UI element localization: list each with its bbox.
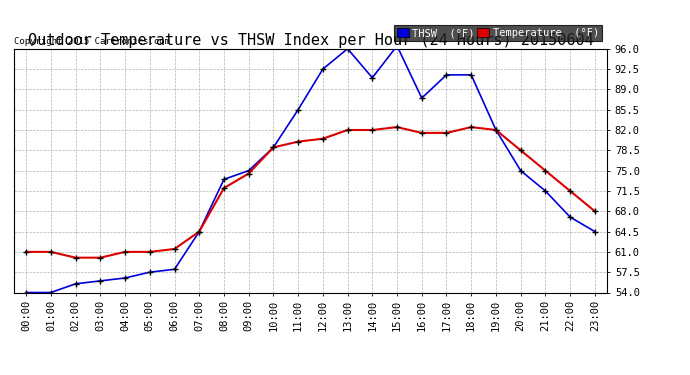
Title: Outdoor Temperature vs THSW Index per Hour (24 Hours) 20150604: Outdoor Temperature vs THSW Index per Ho… xyxy=(28,33,593,48)
Legend: THSW  (°F), Temperature  (°F): THSW (°F), Temperature (°F) xyxy=(394,25,602,41)
Text: Copyright 2015 Cartronics.com: Copyright 2015 Cartronics.com xyxy=(14,38,170,46)
